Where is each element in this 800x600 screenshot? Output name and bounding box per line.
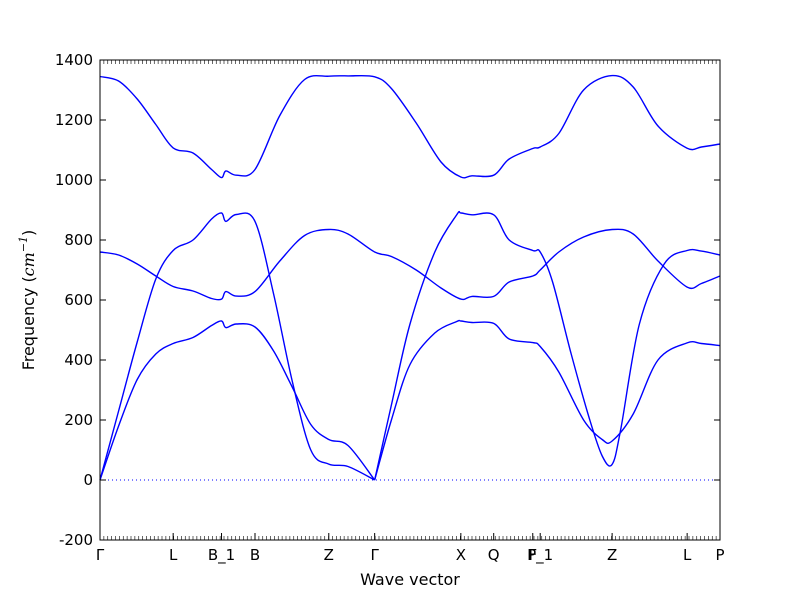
y-tick-label: 1000 (55, 171, 93, 189)
y-tick-label: 200 (64, 411, 93, 429)
x-tick-label: P (715, 546, 724, 564)
band-line-4 (99, 320, 376, 481)
band-lines (99, 74, 721, 481)
x-axis: Γ L B_1 B Z Γ X Q FP_1 Z L P (96, 533, 725, 565)
x-tick-label: Γ (370, 546, 379, 564)
y-tick-label: -200 (59, 531, 93, 549)
x-tick-label: Q (488, 546, 500, 564)
y-axis: -200 0 200 400 600 800 1000 1200 1400 (55, 51, 720, 549)
x-minor-ticks (99, 60, 721, 540)
x-tick-label: P_1 (527, 546, 553, 565)
x-tick-label: Γ (96, 546, 105, 564)
band-line-6 (99, 228, 721, 301)
x-tick-label: X (456, 546, 466, 564)
x-axis-label: Wave vector (360, 570, 460, 589)
y-tick-label: 0 (83, 471, 93, 489)
band-line-2 (99, 212, 375, 481)
plot-background (100, 60, 720, 540)
x-tick-label: L (169, 546, 178, 564)
y-tick-label: 1400 (55, 51, 93, 69)
y-tick-label: 1200 (55, 111, 93, 129)
band-line-5 (373, 319, 721, 481)
band-line-3 (373, 210, 721, 481)
x-tick-label: F (528, 546, 537, 564)
y-tick-label: 600 (64, 291, 93, 309)
x-tick-label: B_1 (208, 546, 235, 565)
y-tick-label: 800 (64, 231, 93, 249)
x-tick-label: Z (324, 546, 334, 564)
x-tick-label: Z (607, 546, 617, 564)
y-axis-label: Frequency (cm−1) (17, 230, 38, 371)
x-tick-label: L (683, 546, 692, 564)
band-line-1 (99, 74, 721, 179)
y-tick-label: 400 (64, 351, 93, 369)
x-tick-label: B (250, 546, 260, 564)
